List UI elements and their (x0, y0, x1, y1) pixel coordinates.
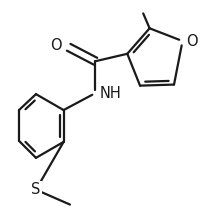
Text: O: O (50, 38, 62, 53)
Text: S: S (31, 182, 41, 197)
Text: NH: NH (100, 86, 122, 100)
Text: O: O (186, 34, 198, 49)
